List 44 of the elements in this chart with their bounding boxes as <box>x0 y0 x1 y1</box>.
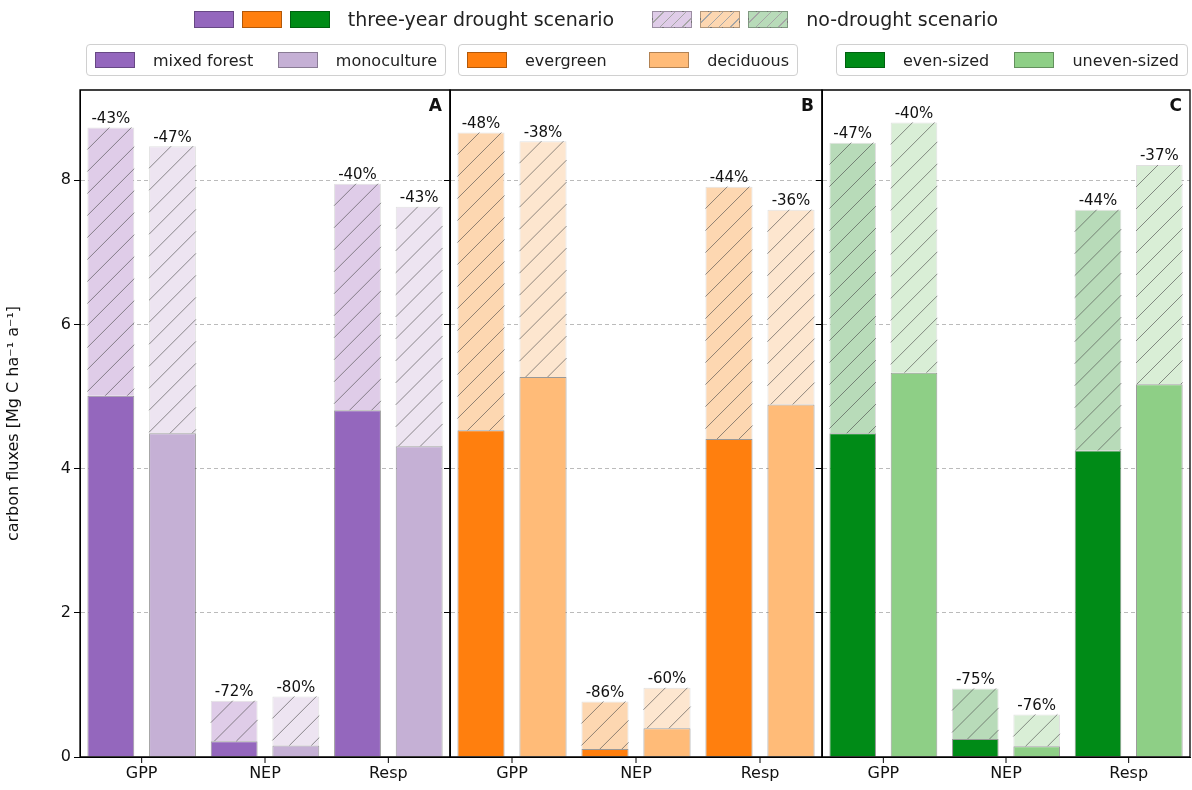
annotation: -80% <box>276 677 316 696</box>
x-tick-label: Resp <box>740 763 780 783</box>
y-tick-label: 4 <box>60 457 71 477</box>
legend-label: mixed forest <box>153 50 254 70</box>
text: no-drought scenario <box>806 8 999 30</box>
legend-label: monoculture <box>335 50 437 70</box>
annotation: -75% <box>955 669 995 688</box>
annotation: -47% <box>833 124 873 143</box>
x-tick-label: NEP <box>620 763 653 783</box>
x-tick-label: GPP <box>867 763 900 783</box>
annotation: -40% <box>338 165 377 184</box>
annotation: -44% <box>1078 191 1118 210</box>
y-tick-label: 0 <box>60 746 71 766</box>
chart-title: C <box>1169 94 1182 115</box>
annotation: -72% <box>214 682 254 701</box>
legend-label: uneven-sized <box>1072 50 1179 70</box>
annotation: -37% <box>1139 146 1179 165</box>
legend-label: deciduous <box>707 50 789 70</box>
legend-label: evergreen <box>525 50 607 70</box>
x-tick-label: Resp <box>368 763 408 783</box>
text: three-year drought scenario <box>347 8 615 30</box>
legend-label: even-sized <box>903 50 990 70</box>
y-tick-label: 2 <box>60 601 71 621</box>
y-axis-title: carbon fluxes [Mg C ha⁻¹ a⁻¹] <box>2 305 22 542</box>
annotation: -60% <box>647 669 687 688</box>
annotation: -86% <box>585 682 625 701</box>
x-tick-label: GPP <box>496 763 529 783</box>
annotation: -36% <box>771 191 811 210</box>
y-tick-label: 6 <box>60 313 71 333</box>
y-tick-label: 8 <box>60 169 71 189</box>
annotation: -43% <box>91 108 131 127</box>
annotation: -44% <box>709 168 749 187</box>
x-tick-label: Resp <box>1109 763 1149 783</box>
chart-title: A <box>428 94 443 115</box>
annotation: -47% <box>153 127 192 146</box>
annotation: -43% <box>399 188 439 207</box>
x-tick-label: NEP <box>990 763 1023 783</box>
annotation: -38% <box>523 122 563 141</box>
annotation: -48% <box>461 113 501 132</box>
annotation: -76% <box>1017 695 1057 714</box>
x-tick-label: GPP <box>125 763 158 783</box>
x-tick-label: NEP <box>249 763 282 783</box>
chart-title: B <box>801 94 814 115</box>
annotation: -40% <box>894 103 934 122</box>
